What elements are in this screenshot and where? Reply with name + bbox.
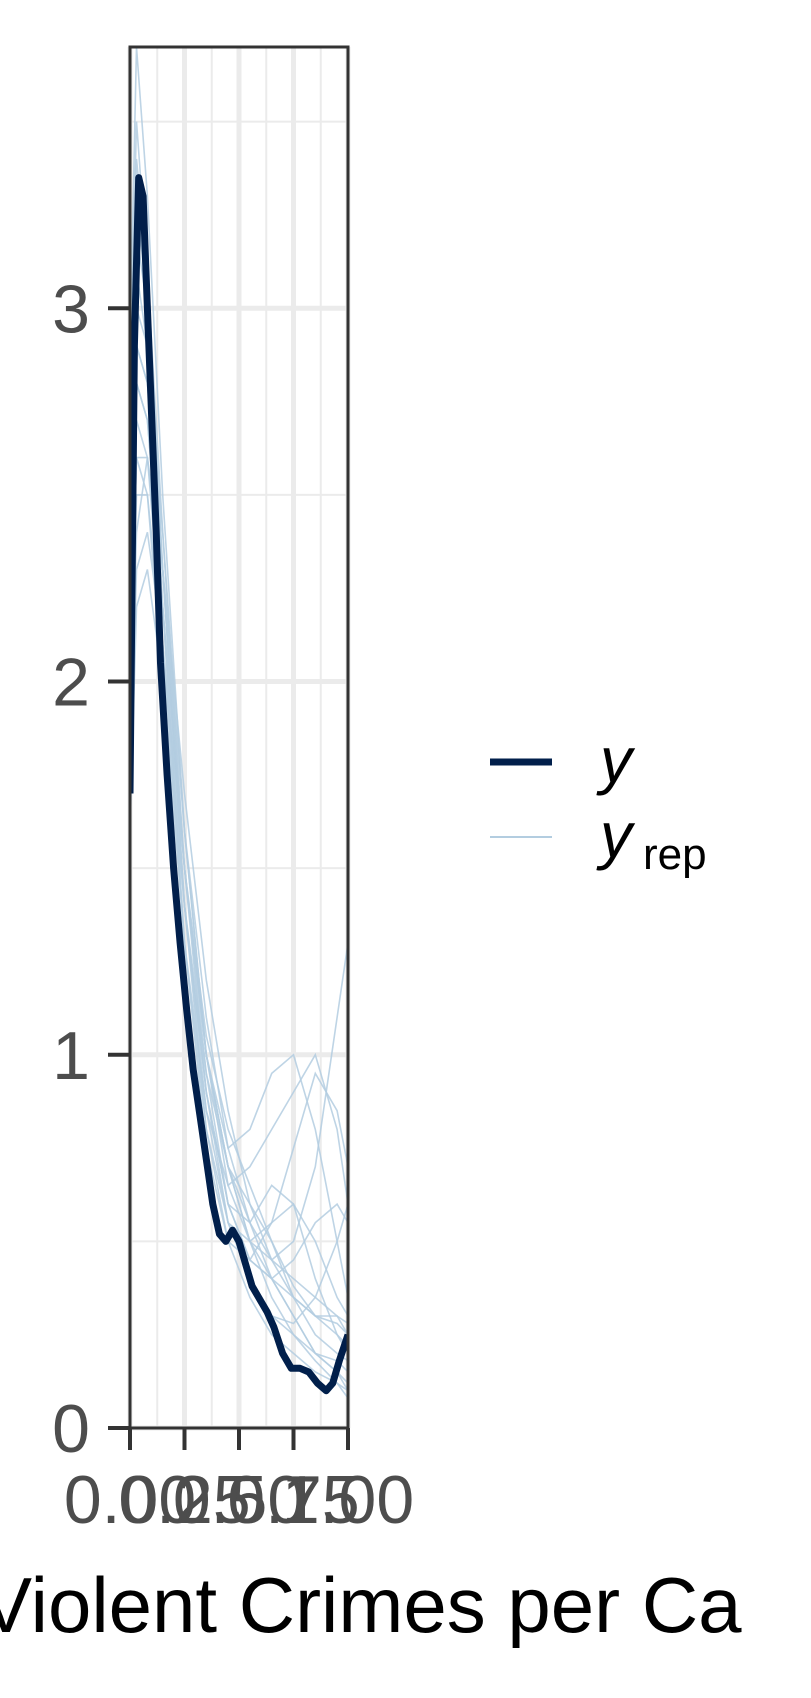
y-line xyxy=(130,174,348,1395)
x-tick-label: 0.00 xyxy=(64,1462,196,1538)
x-tick-label: 0.25 xyxy=(118,1462,250,1538)
legend-subscript: rep xyxy=(643,830,707,879)
legend-label-y: y xyxy=(596,724,636,796)
x-axis-title: Violent Crimes per Ca xyxy=(0,1561,742,1649)
y-tick-label: 3 xyxy=(52,271,90,347)
x-tick-label: 0.75 xyxy=(227,1462,359,1538)
y-tick-label: 0 xyxy=(52,1391,90,1467)
y-tick-label: 1 xyxy=(52,1018,90,1094)
x-tick-label: 0.50 xyxy=(173,1462,305,1538)
axes: 0 1 2 3 0.000.250.500.751.00 xyxy=(52,271,414,1538)
yrep-line-17 xyxy=(130,531,348,1399)
legend-label-yrep: y xyxy=(596,799,636,871)
y-tick-label: 2 xyxy=(52,645,90,721)
x-tick-label: 1.00 xyxy=(282,1462,414,1538)
legend: yy rep xyxy=(490,724,707,879)
y-observed-line xyxy=(130,174,348,1395)
